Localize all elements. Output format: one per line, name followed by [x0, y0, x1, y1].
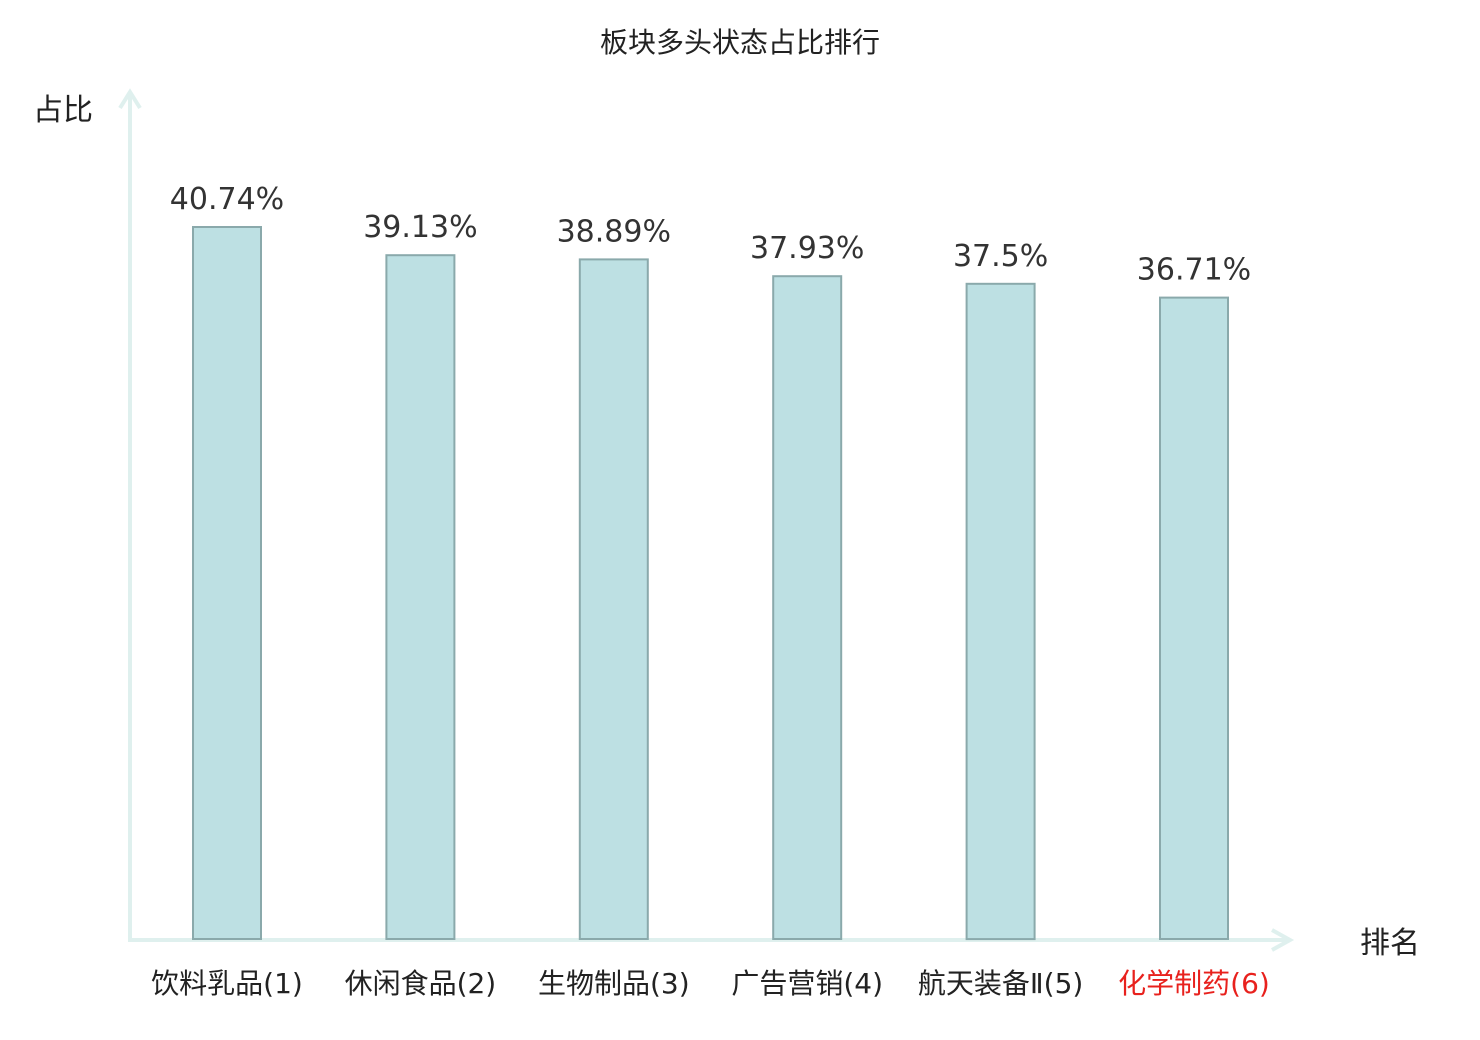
value-label-2: 39.13% [363, 210, 477, 245]
x-axis-label: 排名 [1360, 926, 1420, 961]
x-tick-label-2: 休闲食品(2) [345, 967, 497, 1000]
bar-2 [385, 254, 456, 940]
value-label-6: 36.71% [1137, 253, 1251, 288]
axes [118, 88, 1295, 952]
x-tick-label-3: 生物制品(3) [538, 967, 690, 1000]
bar-6 [1159, 296, 1229, 941]
y-axis-label: 占比 [33, 93, 93, 128]
bar-5 [965, 282, 1036, 941]
chart-title: 板块多头状态占比排行 [600, 26, 880, 59]
bars [192, 226, 1229, 941]
x-tick-labels: 饮料乳品(1) 休闲食品(2) 生物制品(3) 广告营销(4) 航天装备Ⅱ(5) 化学制药… [151, 967, 1270, 1000]
bar-3 [578, 258, 649, 940]
value-label-1: 40.74% [170, 182, 284, 217]
x-tick-label-4: 广告营销(4) [731, 967, 883, 1000]
x-tick-label-1: 饮料乳品(1) [151, 967, 303, 1000]
value-label-5: 37.5% [953, 239, 1048, 274]
y-axis-arrowhead [118, 88, 142, 110]
value-label-4: 37.93% [750, 231, 864, 266]
value-labels: 40.74% 39.13% 38.89% 37.93% 37.5% 36.71% [170, 182, 1251, 288]
x-tick-label-5: 航天装备Ⅱ(5) [918, 967, 1083, 1000]
x-tick-label-6: 化学制药(6) [1118, 967, 1270, 1000]
x-axis-arrowhead [1271, 928, 1295, 952]
bar-4 [772, 275, 843, 940]
bar-1 [192, 226, 262, 940]
value-label-3: 38.89% [557, 214, 671, 249]
